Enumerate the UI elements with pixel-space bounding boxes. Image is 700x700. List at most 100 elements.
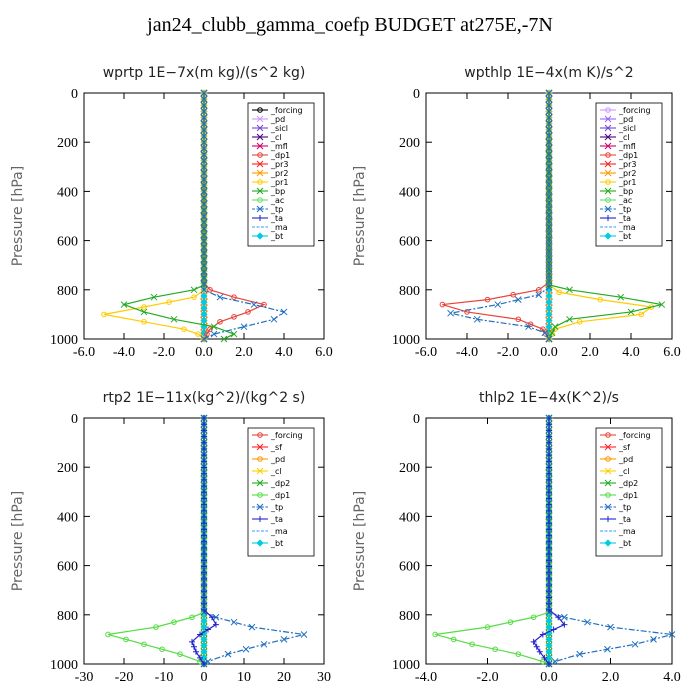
data-point bbox=[541, 329, 549, 337]
data-point bbox=[201, 594, 207, 601]
y-tick-label: 600 bbox=[399, 235, 420, 250]
data-point bbox=[248, 623, 256, 631]
data-point bbox=[101, 311, 107, 318]
x-tick-label: 0.0 bbox=[195, 345, 213, 360]
data-point bbox=[200, 89, 208, 97]
data-point bbox=[447, 309, 454, 317]
data-point bbox=[201, 532, 207, 539]
data-point bbox=[492, 646, 498, 653]
legend-label: _ta bbox=[270, 214, 283, 223]
data-point bbox=[473, 315, 481, 323]
series-dp1 bbox=[105, 415, 207, 667]
x-tick-label: 4.0 bbox=[622, 345, 640, 360]
legend-label: _bt bbox=[270, 539, 283, 548]
data-point bbox=[200, 163, 208, 171]
legend-marker bbox=[604, 124, 612, 132]
data-point bbox=[200, 181, 208, 189]
data-point bbox=[545, 132, 553, 140]
legend-label: _pr3 bbox=[270, 160, 288, 169]
x-tick-label: -2.0 bbox=[476, 670, 498, 685]
data-point bbox=[166, 299, 172, 305]
legend-marker bbox=[256, 467, 264, 475]
data-point bbox=[217, 318, 223, 325]
data-point bbox=[561, 621, 568, 628]
data-point bbox=[200, 267, 208, 275]
data-point bbox=[545, 205, 553, 212]
data-point bbox=[541, 654, 548, 661]
data-point bbox=[546, 483, 552, 490]
data-point bbox=[638, 311, 645, 318]
data-point bbox=[201, 507, 207, 514]
series-tp bbox=[200, 89, 288, 343]
data-point bbox=[201, 464, 207, 471]
legend-label: _cl bbox=[270, 467, 282, 476]
y-tick-label: 0 bbox=[413, 412, 420, 427]
data-point bbox=[545, 186, 553, 194]
data-point bbox=[510, 291, 516, 298]
data-point bbox=[546, 507, 552, 514]
panel-title: rtp2 1E−11x(kg^2)/(kg^2 s) bbox=[103, 390, 306, 406]
legend-label: _forcing bbox=[618, 106, 651, 115]
data-point bbox=[245, 309, 251, 315]
panel-2: wpthlp 1E−4x(m K)/s^2 Pressure [hPa] 0 200 4… bbox=[352, 65, 681, 360]
series-line bbox=[442, 93, 550, 340]
data-point bbox=[200, 261, 208, 269]
x-tick-label: 2.0 bbox=[235, 345, 253, 360]
legend-marker bbox=[604, 160, 612, 168]
data-point bbox=[205, 626, 211, 633]
data-point bbox=[550, 626, 557, 633]
data-point bbox=[551, 658, 559, 665]
data-point bbox=[230, 330, 238, 338]
legend-marker bbox=[604, 187, 612, 195]
data-point bbox=[177, 651, 183, 657]
data-point bbox=[200, 138, 208, 146]
series-line bbox=[435, 418, 550, 665]
data-point bbox=[545, 244, 553, 252]
data-point bbox=[545, 283, 553, 291]
data-point bbox=[546, 520, 552, 527]
legend-label: _cl bbox=[270, 133, 282, 142]
data-point bbox=[210, 330, 218, 338]
legend-label: _pr1 bbox=[618, 178, 636, 187]
legend-marker bbox=[604, 479, 612, 487]
data-point bbox=[201, 661, 207, 667]
legend-marker bbox=[257, 197, 263, 203]
data-point bbox=[545, 156, 553, 164]
x-tick-label: 0.0 bbox=[540, 670, 558, 685]
legend-marker bbox=[257, 179, 263, 185]
legend-label: _sf bbox=[270, 443, 282, 452]
data-point bbox=[159, 646, 165, 653]
data-point bbox=[207, 326, 213, 332]
x-tick-label: 0.0 bbox=[540, 345, 558, 360]
data-point bbox=[668, 631, 676, 638]
data-point bbox=[530, 614, 537, 621]
data-point bbox=[545, 174, 553, 182]
data-point bbox=[270, 315, 278, 323]
data-point bbox=[546, 551, 552, 558]
data-point bbox=[546, 575, 552, 582]
legend-marker bbox=[256, 142, 264, 150]
legend-marker bbox=[604, 232, 612, 240]
data-point bbox=[201, 557, 207, 564]
data-point bbox=[507, 619, 514, 625]
y-tick-label: 0 bbox=[413, 87, 420, 102]
data-point bbox=[200, 108, 208, 115]
y-axis-label: Pressure [hPa] bbox=[10, 491, 26, 591]
x-tick-label: 0 bbox=[201, 670, 208, 685]
data-point bbox=[200, 231, 208, 238]
data-point bbox=[200, 151, 208, 158]
x-tick-label: -4.0 bbox=[456, 345, 478, 360]
data-point bbox=[469, 641, 475, 648]
data-point bbox=[201, 427, 207, 434]
data-point bbox=[200, 286, 208, 294]
data-point bbox=[220, 335, 228, 343]
data-point bbox=[141, 318, 147, 325]
data-point bbox=[200, 274, 208, 281]
data-point bbox=[545, 229, 553, 237]
y-tick-label: 200 bbox=[399, 136, 420, 151]
series-ta bbox=[530, 415, 568, 667]
data-point bbox=[545, 162, 553, 170]
data-point bbox=[545, 144, 553, 152]
legend-marker bbox=[605, 432, 611, 438]
legend-label: _pd bbox=[270, 115, 285, 124]
